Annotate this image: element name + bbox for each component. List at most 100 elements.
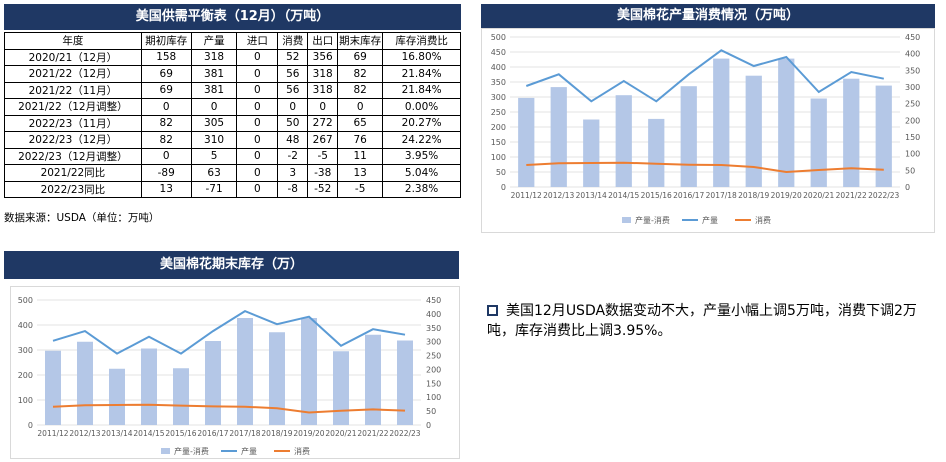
- left-axis-tick-label: 0: [501, 183, 506, 192]
- bar: [333, 351, 349, 425]
- bar: [843, 78, 860, 187]
- table-cell: 0: [236, 114, 279, 132]
- table-cell: -38: [307, 164, 339, 182]
- right-axis-tick-label: 200: [426, 365, 441, 374]
- x-axis-tick-label: 2018/19: [261, 429, 292, 438]
- table-cell: 69: [140, 65, 192, 83]
- x-axis-tick-label: 2017/18: [706, 191, 737, 200]
- left-axis-tick-label: 250: [491, 108, 506, 117]
- table-cell: -71: [190, 180, 238, 198]
- right-axis-tick-label: 300: [426, 338, 441, 347]
- table-cell: 356: [307, 48, 339, 66]
- legend-label: 产量-消费: [174, 446, 209, 456]
- table-row: 2022/23（12月调整） 0 5 0 -2 -5 11 3.95%: [4, 147, 461, 165]
- table-row: 2021/22（11月） 69 381 0 56 318 82 21.84%: [4, 81, 461, 99]
- x-axis-tick-label: 2012/13: [69, 429, 100, 438]
- chart-top-banner: 美国棉花产量消费情况（万吨）: [481, 4, 935, 28]
- right-axis-tick-label: 450: [426, 296, 441, 305]
- left-axis-tick-label: 400: [491, 63, 506, 72]
- table-cell: 76: [337, 131, 384, 149]
- table-cell: 2021/22（12月调整）: [4, 98, 142, 116]
- table-cell: 2021/22（11月）: [4, 81, 142, 99]
- x-axis-tick-label: 2019/20: [293, 429, 324, 438]
- table-cell: 2022/23同比: [4, 180, 142, 198]
- table-cell: 82: [337, 81, 384, 99]
- table-cell: 0.00%: [382, 98, 461, 116]
- table-cell: 0: [236, 147, 279, 165]
- table-header-cell: 年度: [4, 32, 142, 50]
- table-cell: 318: [190, 48, 238, 66]
- legend-swatch-bar: [622, 217, 631, 223]
- x-axis-tick-label: 2011/12: [511, 191, 542, 200]
- left-axis-tick-label: 500: [18, 296, 33, 305]
- bar: [237, 318, 253, 425]
- x-axis-tick-label: 2020/21: [803, 191, 834, 200]
- bar: [583, 119, 600, 187]
- table-cell: 0: [337, 98, 384, 116]
- production-line: [52, 309, 406, 355]
- table-cell: 20.27%: [382, 114, 461, 132]
- table-cell: 0: [236, 65, 279, 83]
- table-cell: 318: [307, 81, 339, 99]
- table-header-row: 年度 期初库存 产量 进口 消费 出口 期末库存 库存消费比: [4, 32, 461, 50]
- bar: [45, 350, 61, 425]
- table-title-banner: 美国供需平衡表（12月）（万吨）: [4, 4, 461, 30]
- consumption-line: [52, 403, 406, 414]
- bar: [713, 58, 730, 187]
- table-body: 2020/21（12月） 158 318 0 52 356 69 16.80% 2021/22（…: [4, 48, 461, 198]
- x-axis-tick-label: 2021/22: [357, 429, 388, 438]
- table-cell: 272: [307, 114, 339, 132]
- right-axis-tick-label: 200: [905, 116, 920, 125]
- x-axis-tick-label: 2022/23: [389, 429, 420, 438]
- table-cell: 52: [277, 48, 309, 66]
- left-axis-tick-label: 100: [491, 153, 506, 162]
- left-axis-tick-label: 100: [18, 396, 33, 405]
- x-axis-tick-label: 2022/23: [868, 191, 899, 200]
- table-cell: 82: [140, 114, 192, 132]
- left-axis-tick-label: 300: [491, 93, 506, 102]
- commentary: 美国12月USDA数据变动不大，产量小幅上调5万吨，消费下调2万吨，库存消费比上…: [487, 301, 943, 341]
- table-cell: 2021/22（12月）: [4, 65, 142, 83]
- bar: [810, 98, 827, 187]
- table-cell: 0: [140, 98, 192, 116]
- table-row: 2022/23（12月） 82 310 0 48 267 76 24.22%: [4, 131, 461, 149]
- x-axis-tick-label: 2017/18: [229, 429, 260, 438]
- table-cell: 3.95%: [382, 147, 461, 165]
- x-axis-tick-label: 2012/13: [543, 191, 574, 200]
- table-cell: 0: [236, 48, 279, 66]
- table-cell: -5: [337, 180, 384, 198]
- x-axis-tick-label: 2016/17: [197, 429, 228, 438]
- table-cell: 13: [337, 164, 384, 182]
- table-cell: 0: [236, 81, 279, 99]
- right-axis-tick-label: 150: [905, 133, 920, 142]
- legend-label: 产量: [702, 215, 718, 225]
- table-cell: 381: [190, 65, 238, 83]
- table-cell: 56: [277, 65, 309, 83]
- table-cell: 158: [140, 48, 192, 66]
- x-axis-tick-label: 2021/22: [836, 191, 867, 200]
- consumption-line: [526, 161, 884, 174]
- right-axis-tick-label: 0: [426, 421, 431, 430]
- x-axis-tick-label: 2016/17: [673, 191, 704, 200]
- x-axis-tick-label: 2013/14: [101, 429, 132, 438]
- table-row: 2022/23（11月） 82 305 0 50 272 65 20.27%: [4, 114, 461, 132]
- table-cell: 48: [277, 131, 309, 149]
- table-title: 美国供需平衡表（12月）（万吨）: [135, 9, 330, 24]
- bar: [173, 368, 189, 425]
- table-cell: 0: [236, 131, 279, 149]
- table-cell: 2.38%: [382, 180, 461, 198]
- table-cell: 69: [140, 81, 192, 99]
- legend-label: 产量-消费: [635, 215, 670, 225]
- table-cell: 21.84%: [382, 65, 461, 83]
- table-cell: 2022/23（11月）: [4, 114, 142, 132]
- table-header-cell: 消费: [277, 32, 309, 50]
- bar: [875, 85, 892, 187]
- table-cell: 0: [236, 98, 279, 116]
- x-axis-tick-label: 2014/15: [608, 191, 639, 200]
- table-cell: 2022/23（12月调整）: [4, 147, 142, 165]
- legend-swatch-bar: [161, 448, 170, 454]
- left-axis-tick-label: 50: [496, 168, 506, 177]
- right-axis-tick-label: 350: [426, 324, 441, 333]
- x-axis-tick-label: 2020/21: [325, 429, 356, 438]
- legend-label: 消费: [755, 215, 771, 225]
